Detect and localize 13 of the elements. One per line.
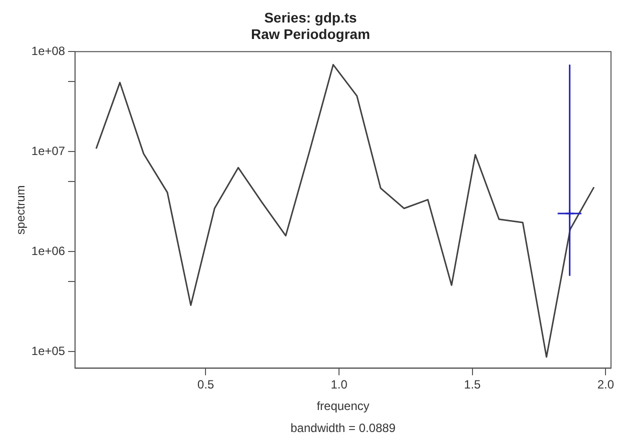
y-tick-label: 1e+06	[31, 244, 66, 258]
y-tick-label: 1e+07	[31, 144, 66, 158]
y-tick-label: 1e+08	[31, 44, 66, 58]
x-tick-label: 0.5	[197, 378, 214, 392]
text: bandwidth = 0.0889	[290, 421, 396, 435]
y-tick-label: 1e+05	[31, 344, 66, 358]
chart-subtitle: Raw Periodogram	[250, 26, 370, 42]
chart-title: Series: gdp.ts	[264, 9, 357, 26]
x-tick-label: 1.0	[330, 378, 348, 392]
x-axis-title: frequency	[316, 399, 370, 414]
x-tick-label: 1.5	[464, 378, 482, 392]
x-tick-label: 2.0	[597, 378, 614, 392]
y-axis-title: spectrum	[14, 185, 28, 235]
